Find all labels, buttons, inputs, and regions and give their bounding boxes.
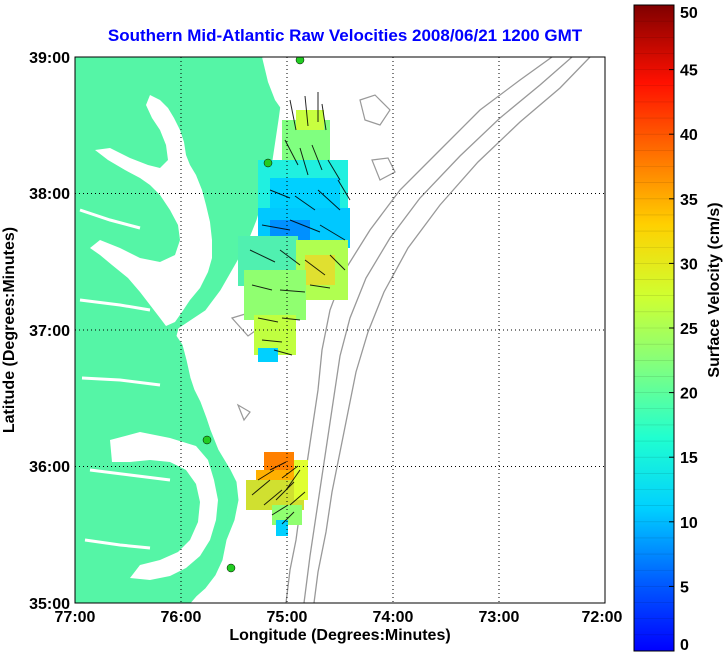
chesapeake-bay: [90, 95, 212, 326]
colorbar-label: Surface Velocity (cm/s): [706, 202, 723, 377]
x-tick-label: 76:00: [161, 609, 202, 626]
x-tick-label: 75:00: [267, 609, 308, 626]
colorbar-tick-label: 40: [680, 127, 698, 144]
y-tick-label: 39:00: [29, 50, 70, 67]
colorbar-tick-label: 10: [680, 515, 698, 532]
y-tick-label: 38:00: [29, 186, 70, 203]
chart-title: Southern Mid-Atlantic Raw Velocities 200…: [108, 26, 583, 45]
colorbar-tick-label: 35: [680, 192, 698, 209]
colorbar-tick-label: 0: [680, 637, 689, 654]
bathymetry-contour-3: [313, 57, 591, 603]
x-tick-label: 77:00: [55, 609, 96, 626]
y-tick-label: 36:00: [29, 459, 70, 476]
x-tick-label: 72:00: [582, 609, 623, 626]
y-axis-label: Latitude (Degrees:Minutes): [1, 227, 18, 433]
station-marker: [202, 435, 212, 445]
y-tick-label: 35:00: [29, 596, 70, 613]
y-tick-label: 37:00: [29, 323, 70, 340]
delaware-bay: [262, 57, 284, 110]
pamlico-sound: [110, 432, 218, 580]
station-marker: [226, 563, 236, 573]
outer-banks: [198, 430, 230, 575]
colorbar: 0 5 10 15 20 25 30 35 40 45 50 Surface Velocity (c…: [633, 4, 723, 654]
axes-frame: [74, 56, 606, 604]
colorbar-tick-label: 45: [680, 63, 698, 80]
x-tick-label: 74:00: [373, 609, 414, 626]
velocity-patch-north: [238, 92, 351, 362]
colorbar-tick-label: 5: [680, 579, 689, 596]
station-marker: [263, 158, 273, 168]
bathymetry-contour-2: [303, 57, 573, 603]
station-marker: [295, 57, 305, 65]
river-inlets: [79, 208, 171, 550]
velocity-patch-south: [246, 452, 308, 536]
map-area: [75, 57, 605, 603]
colorbar-gradient: [633, 4, 675, 652]
colorbar-tick-label: 15: [680, 450, 698, 467]
x-tick-label: 73:00: [479, 609, 520, 626]
x-axis-label: Longitude (Degrees:Minutes): [229, 627, 450, 644]
bathymetry-feature: [230, 94, 396, 422]
colorbar-tick-label: 50: [680, 5, 698, 22]
colorbar-tick-label: 20: [680, 386, 698, 403]
colorbar-tick-label: 30: [680, 256, 698, 273]
grid: [75, 57, 605, 603]
colorbar-tick-label: 25: [680, 321, 698, 338]
x-axis: 77:00 76:00 75:00 74:00 73:00 72:00 Long…: [55, 609, 623, 644]
y-axis: 39:00 38:00 37:00 36:00 35:00 Latitude (…: [1, 50, 70, 613]
